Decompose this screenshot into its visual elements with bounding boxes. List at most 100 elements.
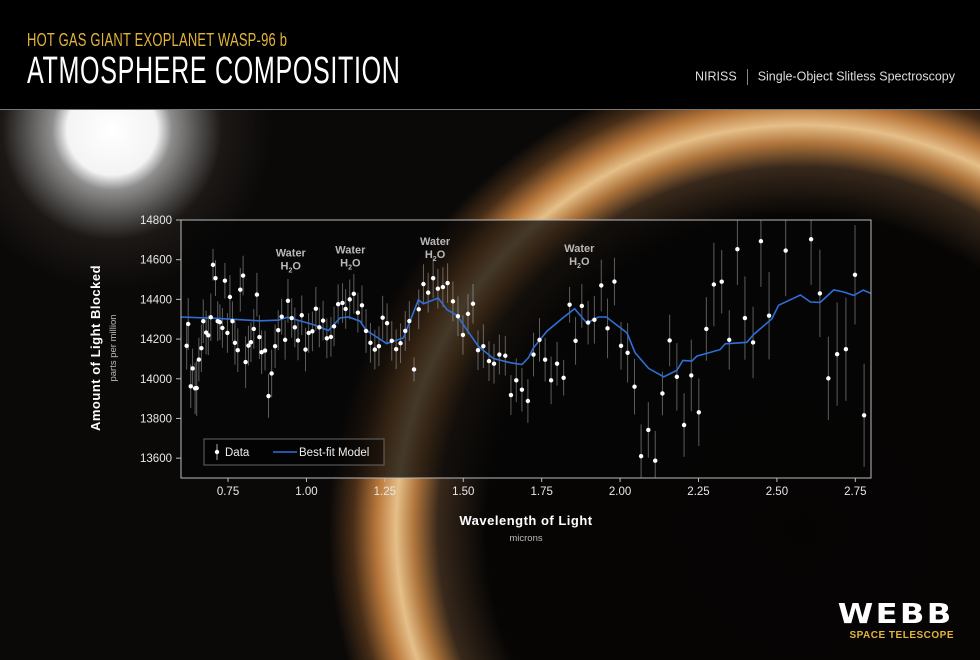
x-tick-label: 2.50 bbox=[766, 486, 788, 498]
data-point bbox=[248, 340, 254, 345]
data-point bbox=[289, 315, 294, 321]
data-point bbox=[222, 278, 228, 283]
data-point bbox=[460, 332, 466, 338]
data-point bbox=[313, 306, 319, 311]
data-point bbox=[343, 306, 348, 312]
data-point bbox=[735, 246, 740, 252]
h2o-formula: H2O bbox=[425, 249, 446, 263]
data-point bbox=[328, 334, 334, 340]
data-point bbox=[599, 283, 604, 288]
data-point bbox=[246, 343, 251, 348]
data-point bbox=[696, 410, 702, 415]
data-point bbox=[380, 315, 385, 320]
data-point bbox=[232, 340, 238, 346]
data-point bbox=[674, 374, 680, 379]
data-point bbox=[240, 273, 246, 278]
subtitle: HOT GAS GIANT EXOPLANET WASP-96 b bbox=[27, 30, 288, 50]
data-point bbox=[324, 336, 330, 341]
data-point bbox=[292, 325, 298, 330]
data-point bbox=[384, 321, 390, 326]
data-point bbox=[481, 344, 486, 349]
data-point bbox=[303, 347, 308, 352]
data-point bbox=[450, 299, 456, 304]
data-point bbox=[503, 353, 508, 358]
data-point bbox=[711, 282, 717, 287]
y-tick-label: 14200 bbox=[140, 334, 172, 346]
data-point bbox=[227, 294, 233, 300]
data-point bbox=[306, 330, 311, 336]
data-point bbox=[416, 307, 421, 312]
data-point bbox=[266, 393, 271, 399]
data-point bbox=[285, 298, 291, 303]
data-point bbox=[486, 358, 492, 364]
data-point bbox=[389, 338, 394, 344]
y-tick-label: 14400 bbox=[140, 294, 172, 306]
data-point bbox=[208, 315, 213, 320]
data-point bbox=[430, 275, 436, 281]
data-point bbox=[186, 321, 191, 327]
x-tick-label: 2.00 bbox=[609, 486, 631, 498]
data-point bbox=[403, 328, 408, 334]
x-tick-label: 1.50 bbox=[452, 486, 474, 498]
data-point bbox=[435, 286, 441, 291]
h2o-formula: H2O bbox=[569, 256, 590, 270]
data-point bbox=[525, 398, 531, 404]
data-point bbox=[579, 303, 585, 309]
data-point bbox=[272, 344, 278, 349]
data-point bbox=[259, 349, 264, 355]
data-point bbox=[257, 334, 262, 340]
data-point bbox=[238, 287, 243, 292]
data-point bbox=[519, 387, 525, 392]
data-point bbox=[320, 318, 326, 323]
data-point bbox=[742, 315, 748, 321]
best-fit-model-line bbox=[180, 289, 872, 378]
data-point bbox=[262, 348, 268, 353]
legend: Data Best-fit Model bbox=[203, 438, 385, 466]
data-point bbox=[638, 453, 644, 459]
data-point bbox=[254, 292, 260, 297]
y-axis-unit: parts per million bbox=[108, 314, 119, 381]
data-point bbox=[531, 352, 536, 357]
y-tick-label: 13600 bbox=[140, 453, 172, 465]
data-point bbox=[491, 361, 497, 366]
data-point bbox=[398, 341, 403, 346]
x-axis-unit: microns bbox=[509, 533, 543, 544]
legend-model-label: Best-fit Model bbox=[299, 447, 369, 459]
logo-wordmark: WEBB bbox=[838, 597, 954, 630]
data-point bbox=[184, 343, 189, 349]
data-point bbox=[421, 281, 426, 287]
data-point bbox=[194, 385, 199, 391]
data-point bbox=[508, 392, 514, 398]
x-tick-label: 0.75 bbox=[217, 486, 239, 498]
data-point bbox=[340, 300, 345, 306]
data-point bbox=[347, 297, 352, 302]
data-point bbox=[368, 340, 373, 346]
data-point bbox=[592, 317, 597, 323]
x-tick-label: 2.75 bbox=[844, 486, 866, 498]
data-point bbox=[407, 318, 412, 324]
data-point bbox=[667, 338, 672, 343]
data-point bbox=[475, 347, 481, 353]
data-point bbox=[843, 346, 849, 352]
data-point bbox=[210, 262, 216, 268]
water-label: Water bbox=[335, 245, 366, 257]
data-point bbox=[335, 301, 341, 307]
instrument-info: NIRISS Single-Object Slitless Spectroscop… bbox=[695, 69, 955, 85]
data-point bbox=[201, 319, 206, 324]
data-point bbox=[445, 280, 450, 286]
data-point bbox=[310, 329, 315, 334]
data-point bbox=[834, 351, 840, 357]
data-point bbox=[295, 338, 301, 343]
x-tick-label: 1.75 bbox=[530, 486, 552, 498]
data-point bbox=[251, 326, 256, 332]
h2o-formula: H2O bbox=[340, 258, 361, 272]
data-point bbox=[372, 347, 378, 352]
data-point bbox=[276, 327, 281, 333]
data-point bbox=[411, 367, 417, 372]
data-point bbox=[355, 310, 361, 315]
data-point bbox=[758, 239, 764, 244]
data-point bbox=[376, 344, 382, 349]
water-label: Water bbox=[276, 248, 307, 260]
data-point bbox=[269, 371, 274, 376]
